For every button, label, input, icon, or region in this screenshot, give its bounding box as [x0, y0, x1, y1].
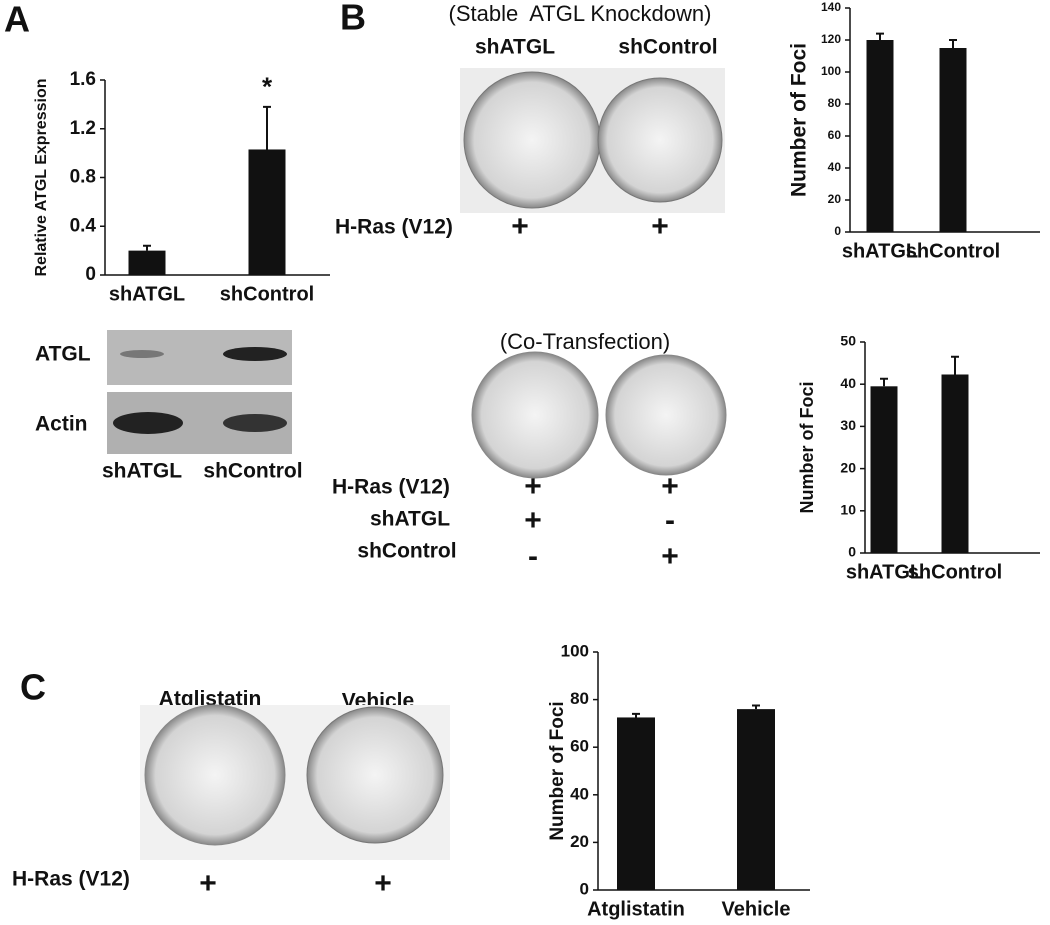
x-tick-label: shControl [908, 561, 1002, 583]
y-tick-label: 80 [570, 689, 589, 708]
row-mark: + [374, 867, 392, 900]
error-bar [263, 105, 271, 150]
bar [866, 40, 894, 232]
error-bar [752, 704, 760, 710]
y-tick-label: 60 [570, 737, 589, 756]
plate [144, 704, 286, 846]
subtitle: (Stable ATGL Knockdown) [449, 1, 712, 26]
x-tick-label: shControl [906, 240, 1000, 262]
row-mark: + [524, 470, 542, 503]
row-label: H-Ras (V12) [332, 476, 450, 499]
y-tick-label: 60 [828, 128, 842, 142]
y-tick-label: 40 [570, 784, 589, 803]
error-bar [949, 39, 957, 48]
row-mark: + [651, 210, 669, 243]
y-tick-label: 30 [840, 417, 856, 433]
error-bar [951, 355, 959, 375]
row-mark: - [665, 504, 675, 537]
plate-label: shATGL [475, 36, 555, 59]
panel-label: C [20, 667, 46, 708]
row-label: shControl [357, 540, 456, 563]
y-tick-label: 100 [821, 64, 841, 78]
plate [471, 351, 599, 479]
row-mark: + [661, 540, 679, 573]
bar [941, 374, 969, 553]
plate [597, 77, 723, 203]
blot-lane-label: shATGL [102, 460, 182, 483]
panel-label: B [340, 0, 366, 38]
row-label: H-Ras (V12) [12, 868, 130, 891]
row-mark: + [524, 504, 542, 537]
y-tick-label: 0 [85, 264, 96, 285]
plate [463, 71, 601, 209]
y-tick-label: 40 [840, 375, 856, 391]
y-axis-label: Number of Foci [788, 43, 811, 197]
annotation: * [262, 72, 273, 102]
x-tick-label: shATGL [842, 240, 918, 262]
bar [939, 48, 967, 232]
error-bar [632, 712, 640, 718]
row-label: shATGL [370, 508, 450, 531]
x-tick-label: Vehicle [722, 898, 791, 920]
y-tick-label: 0.4 [70, 215, 97, 236]
y-axis-label: Number of Foci [797, 381, 817, 513]
y-tick-label: 80 [828, 96, 842, 110]
row-mark: + [661, 470, 679, 503]
bar [617, 717, 655, 890]
y-tick-label: 120 [821, 32, 841, 46]
row-mark: + [511, 210, 529, 243]
plate-label: Atglistatin [159, 688, 262, 711]
bar [128, 250, 166, 275]
y-tick-label: 1.6 [70, 69, 96, 90]
y-axis-label: Relative ATGL Expression [33, 79, 50, 277]
blot-lane-label: shControl [203, 460, 302, 483]
y-tick-label: 100 [561, 641, 589, 660]
panel-label: A [4, 0, 30, 40]
error-bar [143, 244, 151, 251]
blot-row-label: ATGL [35, 343, 91, 366]
x-tick-label: shATGL [846, 561, 922, 583]
x-tick-label: shATGL [109, 283, 185, 305]
y-tick-label: 0 [848, 544, 856, 560]
western-blot [107, 330, 292, 454]
error-bar [880, 377, 888, 387]
plate-label: shControl [618, 36, 717, 59]
row-label: H-Ras (V12) [335, 216, 453, 239]
y-tick-label: 20 [570, 832, 589, 851]
plate [605, 354, 727, 476]
blot-row-label: Actin [35, 413, 88, 436]
y-tick-label: 140 [821, 0, 841, 14]
bar [870, 386, 898, 553]
bar [248, 149, 286, 275]
row-mark: - [528, 540, 538, 573]
y-tick-label: 0.8 [70, 167, 96, 188]
y-axis-label: Number of Foci [547, 701, 568, 840]
y-tick-label: 10 [840, 502, 856, 518]
y-tick-label: 20 [840, 459, 856, 475]
bar [737, 709, 775, 890]
y-tick-label: 20 [828, 192, 842, 206]
plate [306, 706, 444, 844]
x-tick-label: shControl [220, 283, 314, 305]
y-tick-label: 40 [828, 160, 842, 174]
x-tick-label: Atglistatin [587, 898, 685, 920]
y-tick-label: 1.2 [70, 118, 96, 139]
y-tick-label: 0 [580, 879, 589, 898]
error-bar [876, 32, 884, 40]
y-tick-label: 50 [840, 333, 856, 349]
row-mark: + [199, 867, 217, 900]
subtitle: (Co-Transfection) [500, 329, 670, 354]
y-tick-label: 0 [834, 224, 841, 238]
